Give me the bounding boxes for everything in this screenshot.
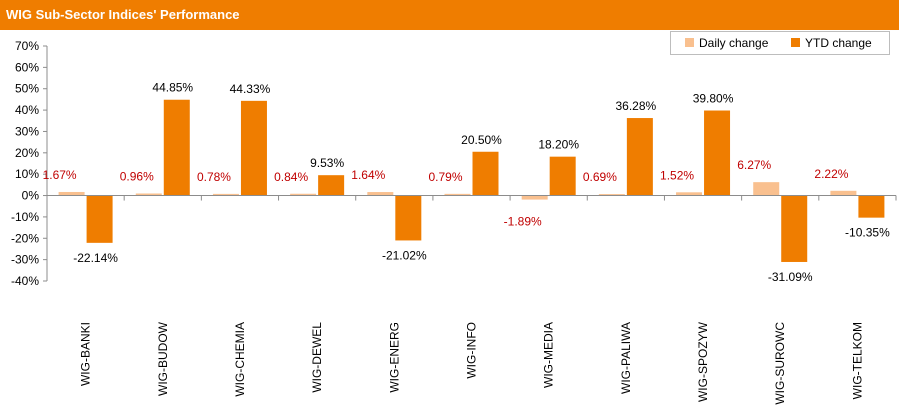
legend-swatch-daily (685, 38, 694, 47)
x-tick-label: WIG-TELKOM (850, 322, 864, 399)
title-bar: WIG Sub-Sector Indices' Performance (0, 0, 899, 30)
ytd-data-label: 18.20% (538, 138, 579, 152)
ytd-bar (163, 99, 190, 196)
x-tick-label: WIG-PALIWA (619, 322, 633, 394)
y-tick-label: 70% (15, 39, 39, 53)
legend-swatch-ytd (791, 38, 800, 47)
ytd-data-label: 36.28% (616, 99, 657, 113)
daily-bar (676, 192, 703, 196)
ytd-data-label: -21.02% (382, 248, 427, 262)
y-tick-label: 60% (15, 60, 39, 74)
ytd-bar (781, 195, 808, 262)
ytd-data-label: 9.53% (310, 156, 344, 170)
daily-data-label: 0.84% (274, 170, 308, 184)
ytd-data-label: -10.35% (845, 226, 890, 240)
daily-bar (830, 190, 857, 196)
ytd-bar (395, 195, 422, 241)
daily-bar (367, 192, 394, 196)
x-tick-label: WIG-SUROWC (773, 322, 787, 405)
ytd-data-label: -22.14% (73, 251, 118, 265)
daily-data-label: 1.64% (351, 168, 385, 182)
x-tick-label: WIG-MEDIA (542, 322, 556, 388)
daily-bar (290, 193, 317, 196)
legend-label-daily: Daily change (699, 36, 769, 50)
y-tick-label: -30% (11, 253, 39, 267)
x-tick-label: WIG-BANKI (79, 322, 93, 386)
daily-bar (135, 193, 162, 196)
ytd-data-label: 44.85% (152, 81, 193, 95)
y-tick-label: -10% (11, 210, 39, 224)
x-tick-label: WIG-SPOZYW (696, 321, 710, 402)
daily-data-label: 0.78% (197, 170, 231, 184)
daily-data-label: 0.79% (428, 170, 462, 184)
ytd-bar (626, 118, 653, 196)
ytd-data-label: 39.80% (693, 92, 734, 106)
daily-data-label: 6.27% (737, 158, 771, 172)
ytd-data-label: -31.09% (768, 270, 813, 284)
daily-bar (753, 182, 780, 196)
legend-item-daily: Daily change (685, 36, 768, 50)
daily-data-label: -1.89% (504, 215, 542, 229)
y-tick-label: 0% (22, 189, 40, 203)
x-tick-label: WIG-INFO (465, 322, 479, 379)
daily-bar (521, 195, 548, 200)
ytd-data-label: 20.50% (461, 133, 502, 147)
daily-data-label: 0.96% (120, 169, 154, 183)
y-tick-label: 50% (15, 82, 39, 96)
ytd-bar (858, 195, 885, 218)
ytd-bar (549, 156, 576, 196)
ytd-bar (318, 175, 345, 196)
daily-bar (212, 193, 239, 196)
chart-legend: Daily change YTD change (670, 31, 890, 55)
daily-data-label: 1.67% (43, 168, 77, 182)
daily-data-label: 0.69% (583, 170, 617, 184)
y-tick-label: -20% (11, 231, 39, 245)
daily-bar (58, 191, 85, 196)
daily-bar (598, 194, 625, 196)
y-tick-label: -40% (11, 274, 39, 288)
x-tick-label: WIG-DEWEL (310, 322, 324, 393)
bar-chart: -40% -30% -20% -10% 0% 10% 20% 30% 40% 50% 60% 70% 1… (11, 39, 897, 405)
x-tick-label: WIG-CHEMIA (233, 322, 247, 397)
y-tick-label: 40% (15, 103, 39, 117)
daily-data-label: 2.22% (814, 167, 848, 181)
y-tick-label: 20% (15, 146, 39, 160)
daily-data-label: 1.52% (660, 168, 694, 182)
ytd-bar (472, 151, 499, 196)
legend-label-ytd: YTD change (805, 36, 872, 50)
daily-bar (444, 193, 471, 196)
chart-title: WIG Sub-Sector Indices' Performance (6, 7, 240, 22)
ytd-bar (240, 100, 267, 196)
ytd-bar (86, 195, 113, 243)
ytd-bar (704, 110, 731, 196)
y-tick-label: 10% (15, 167, 39, 181)
legend-item-ytd: YTD change (791, 36, 872, 50)
y-tick-label: 30% (15, 124, 39, 138)
x-tick-label: WIG-BUDOW (156, 321, 170, 396)
x-tick-label: WIG-ENERG (387, 322, 401, 393)
ytd-data-label: 44.33% (230, 82, 271, 96)
